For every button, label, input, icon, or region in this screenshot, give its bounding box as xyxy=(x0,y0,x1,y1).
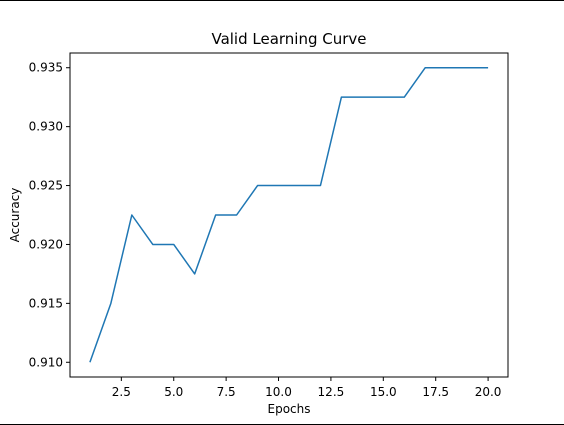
x-tick-label: 15.0 xyxy=(370,385,397,399)
y-tick-label: 0.915 xyxy=(29,296,63,310)
series-line xyxy=(89,66,489,363)
y-tick-label: 0.925 xyxy=(29,179,63,193)
chart-title: Valid Learning Curve xyxy=(211,30,366,48)
y-tick-label: 0.935 xyxy=(29,61,63,75)
x-axis-label: Epochs xyxy=(268,402,311,416)
x-tick-label: 12.5 xyxy=(318,385,345,399)
axes-frame xyxy=(69,52,509,378)
x-tick-label: 17.5 xyxy=(422,385,449,399)
plot-area xyxy=(89,66,489,363)
x-tick-label: 10.0 xyxy=(265,385,292,399)
y-axis-label: Accuracy xyxy=(8,188,22,243)
y-tick-label: 0.920 xyxy=(29,237,63,251)
x-tick-label: 5.0 xyxy=(164,385,183,399)
image-top-border xyxy=(0,0,564,1)
y-tick-label: 0.930 xyxy=(29,120,63,134)
x-tick-label: 2.5 xyxy=(112,385,131,399)
x-tick-label: 7.5 xyxy=(217,385,236,399)
x-tick-label: 20.0 xyxy=(475,385,502,399)
y-tick-label: 0.910 xyxy=(29,355,63,369)
x-axis: 2.5 5.0 7.5 10.0 12.5 15.0 17.5 20.0 xyxy=(112,377,502,399)
y-axis: 0.910 0.915 0.920 0.925 0.930 0.935 xyxy=(29,61,70,369)
